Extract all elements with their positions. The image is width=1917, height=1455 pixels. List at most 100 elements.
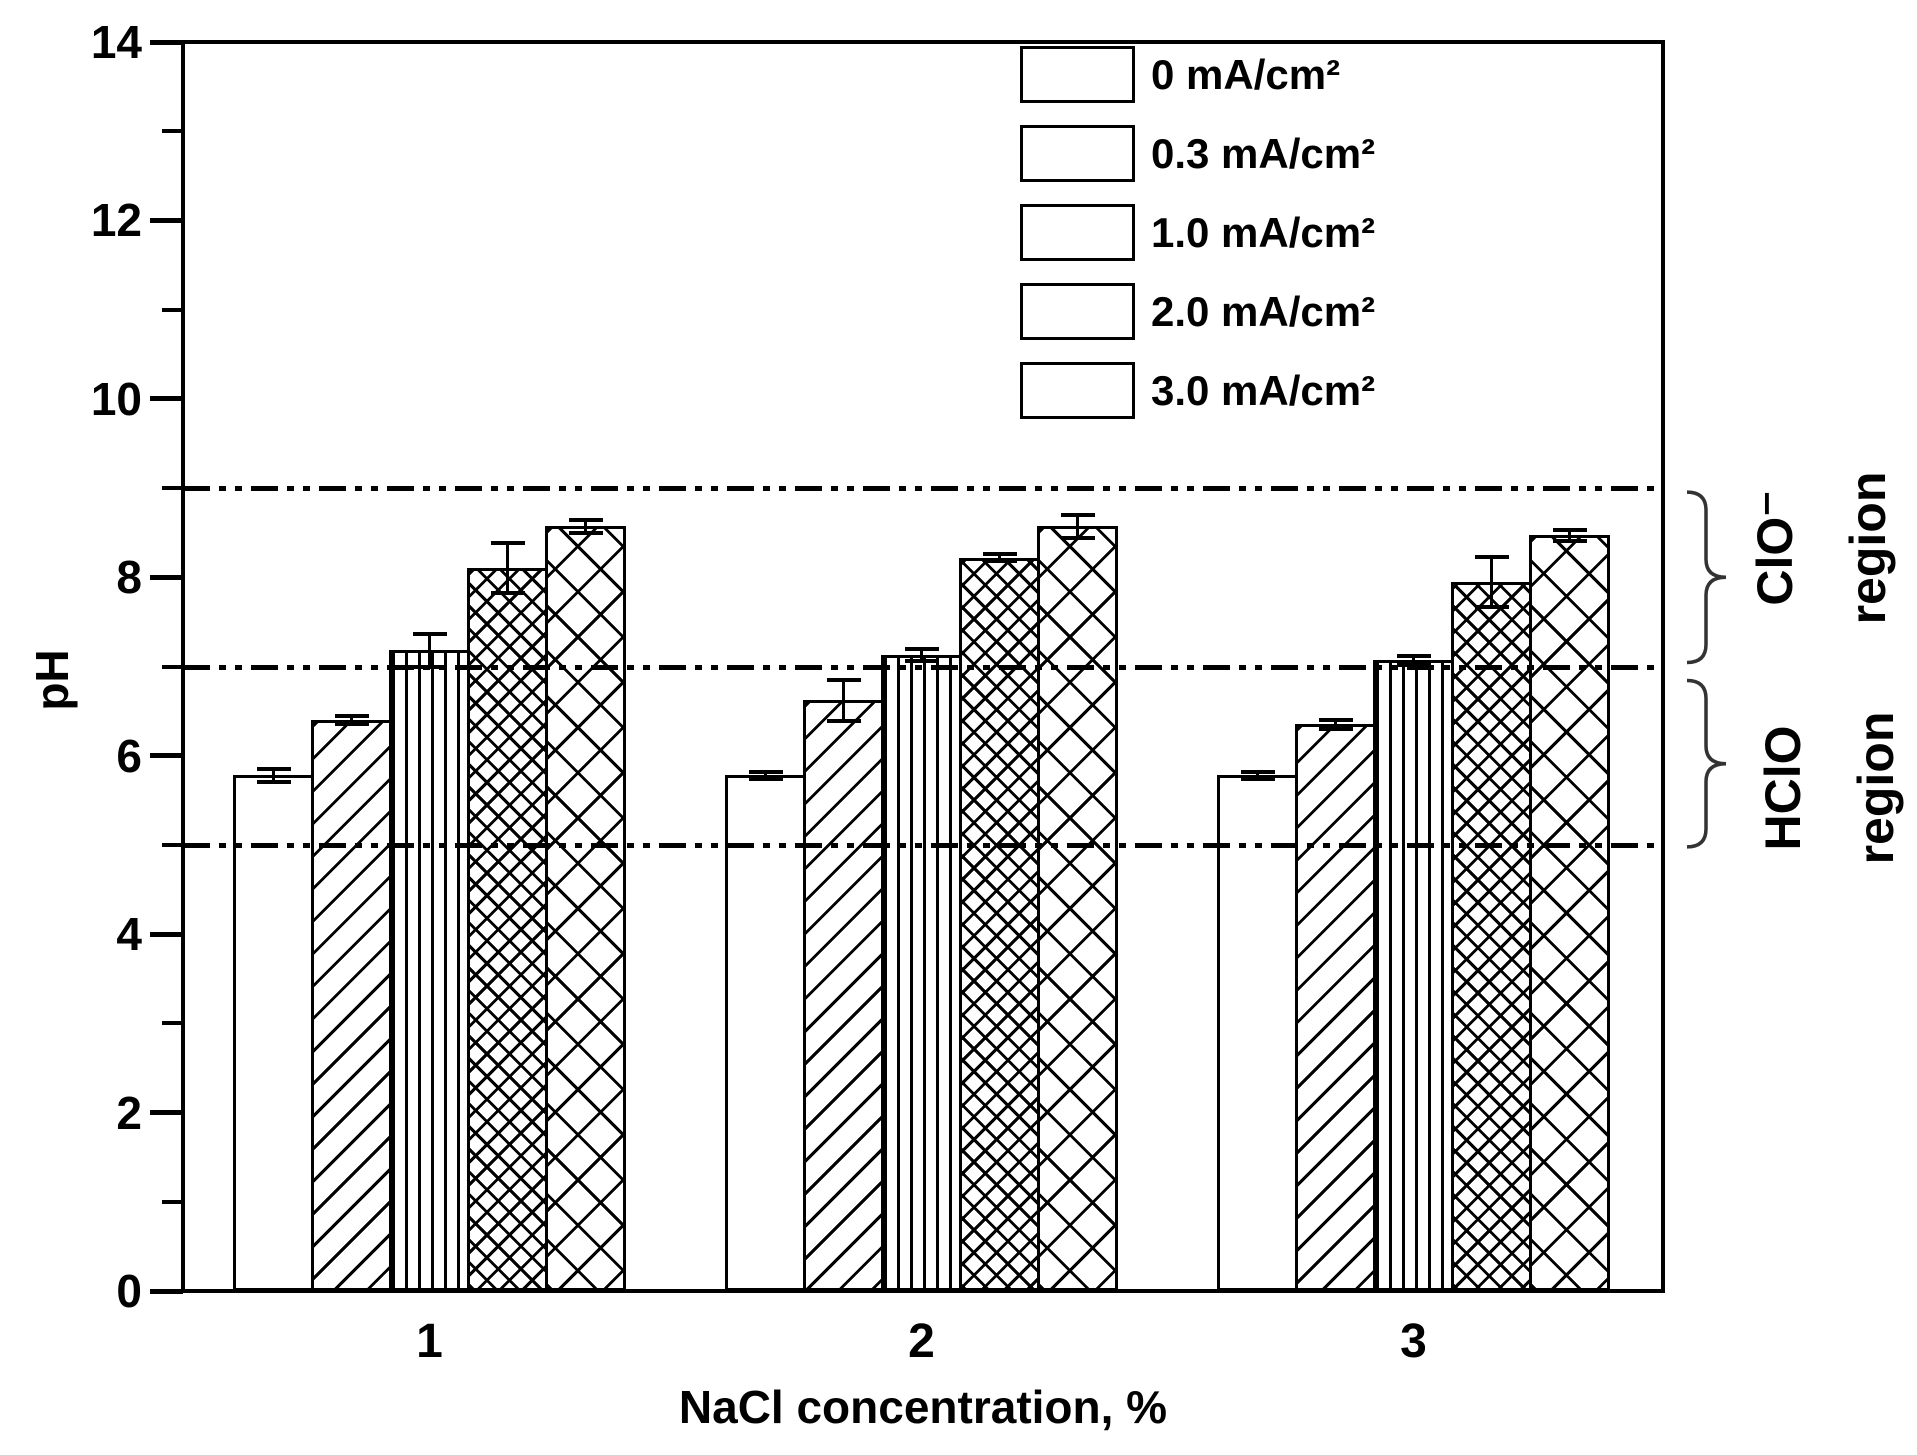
- legend-item-2: 1.0 mA/cm²: [1020, 204, 1375, 261]
- error-bar: [1412, 655, 1415, 665]
- legend-swatch-0: [1020, 46, 1135, 103]
- legend-item-0: 0 mA/cm²: [1020, 46, 1375, 103]
- error-bar-cap-top: [1240, 769, 1275, 774]
- y-major-tick: [150, 217, 183, 223]
- y-tick-label: 6: [116, 729, 142, 782]
- legend-swatch-4: [1020, 362, 1135, 419]
- legend: 0 mA/cm² 0.3 mA/cm² 1.0 mA/cm² 2.0 mA/cm² 3.…: [1020, 40, 1375, 441]
- error-bar: [506, 543, 509, 594]
- y-major-tick: [150, 39, 183, 45]
- bar-group1-series3: [467, 568, 548, 1291]
- bar-group3-series4: [1529, 535, 1610, 1291]
- y-tick-label: 2: [116, 1086, 142, 1139]
- error-bar-cap-top: [412, 632, 447, 637]
- legend-item-3: 2.0 mA/cm²: [1020, 283, 1375, 340]
- error-bar-cap-top: [1318, 718, 1353, 723]
- y-minor-tick: [162, 307, 183, 312]
- error-bar: [1490, 556, 1493, 607]
- clo-region-label-line2: region: [1840, 471, 1896, 625]
- error-bar-cap-top: [256, 767, 291, 772]
- y-minor-tick: [162, 486, 183, 491]
- y-minor-tick: [162, 1199, 183, 1204]
- error-bar-cap-top: [1552, 528, 1587, 532]
- bar-group1-series0: [233, 775, 314, 1291]
- bar-group1-series1: [311, 720, 392, 1291]
- y-tick-label: 4: [116, 908, 142, 961]
- error-bar: [1256, 771, 1259, 779]
- error-bar: [272, 769, 275, 782]
- legend-label-4: 3.0 mA/cm²: [1151, 366, 1376, 414]
- clo-region-brace: [1686, 490, 1727, 665]
- error-bar-cap-bottom: [256, 779, 291, 784]
- error-bar-cap-top: [982, 552, 1017, 557]
- x-category-label: 2: [908, 1315, 935, 1368]
- y-major-tick: [150, 396, 183, 402]
- reference-line-ph5: [183, 842, 1663, 848]
- bar-group2-series0: [725, 775, 806, 1291]
- error-bar-cap-top: [904, 646, 939, 651]
- error-bar-cap-top: [748, 769, 783, 774]
- error-bar: [350, 715, 353, 725]
- bar-group3-series3: [1451, 581, 1532, 1291]
- error-bar: [920, 648, 923, 662]
- y-major-tick: [150, 574, 183, 580]
- plot-area: [183, 42, 1663, 1291]
- y-axis-title: pH: [26, 649, 78, 711]
- bar-group3-series1: [1295, 724, 1376, 1291]
- bar-group1-series2: [389, 650, 470, 1291]
- error-bar: [584, 520, 587, 533]
- y-tick-label: 0: [116, 1265, 142, 1317]
- y-major-tick: [150, 1288, 183, 1294]
- legend-swatch-1: [1020, 125, 1135, 182]
- error-bar-cap-bottom: [490, 591, 525, 596]
- error-bar-cap-top: [826, 677, 861, 682]
- error-bar-cap-top: [1396, 653, 1431, 658]
- error-bar-cap-bottom: [1060, 536, 1095, 541]
- legend-swatch-2: [1020, 204, 1135, 261]
- bar-group3-series0: [1217, 775, 1298, 1291]
- error-bar-cap-top: [1060, 512, 1095, 517]
- hclo-region-label: HClO region: [1737, 712, 1917, 865]
- error-bar: [1568, 530, 1571, 541]
- error-bar: [1076, 514, 1079, 539]
- error-bar-cap-bottom: [568, 530, 603, 535]
- error-bar-cap-bottom: [1318, 726, 1353, 731]
- legend-item-4: 3.0 mA/cm²: [1020, 362, 1375, 419]
- y-major-tick: [150, 931, 183, 937]
- bar-group2-series1: [803, 700, 884, 1291]
- y-tick-label: 8: [116, 551, 142, 604]
- bar-group2-series2: [881, 654, 962, 1291]
- bar-group3-series2: [1373, 660, 1454, 1291]
- error-bar-cap-top: [334, 713, 369, 718]
- error-bar-cap-top: [568, 518, 603, 523]
- error-bar-cap-bottom: [1552, 538, 1587, 543]
- error-bar: [998, 554, 1001, 562]
- y-tick-label: 10: [90, 372, 142, 425]
- clo-region-label: ClO⁻ region: [1729, 472, 1915, 625]
- legend-label-1: 0.3 mA/cm²: [1151, 129, 1376, 177]
- error-bar-cap-top: [1474, 554, 1509, 559]
- x-category-label: 3: [1400, 1315, 1427, 1368]
- legend-label-0: 0 mA/cm²: [1151, 50, 1341, 98]
- y-minor-tick: [162, 842, 183, 847]
- error-bar-cap-bottom: [748, 776, 783, 781]
- error-bar-cap-bottom: [826, 718, 861, 723]
- legend-label-3: 2.0 mA/cm²: [1151, 287, 1376, 335]
- error-bar-cap-bottom: [982, 559, 1017, 564]
- x-axis-title: NaCl concentration, %: [678, 1381, 1168, 1433]
- y-tick-label: 14: [90, 16, 142, 68]
- error-bar-cap-bottom: [904, 659, 939, 664]
- error-bar: [842, 679, 845, 721]
- y-major-tick: [150, 753, 183, 759]
- legend-swatch-3: [1020, 283, 1135, 340]
- bar-group2-series4: [1037, 526, 1118, 1291]
- y-major-tick: [150, 1110, 183, 1116]
- legend-label-2: 1.0 mA/cm²: [1151, 208, 1376, 256]
- error-bar: [1334, 720, 1337, 729]
- bar-group1-series4: [545, 526, 626, 1291]
- x-category-label: 1: [416, 1315, 443, 1368]
- bar-group2-series3: [959, 557, 1040, 1291]
- hclo-region-label-line1: HClO: [1755, 725, 1811, 851]
- y-minor-tick: [162, 1021, 183, 1026]
